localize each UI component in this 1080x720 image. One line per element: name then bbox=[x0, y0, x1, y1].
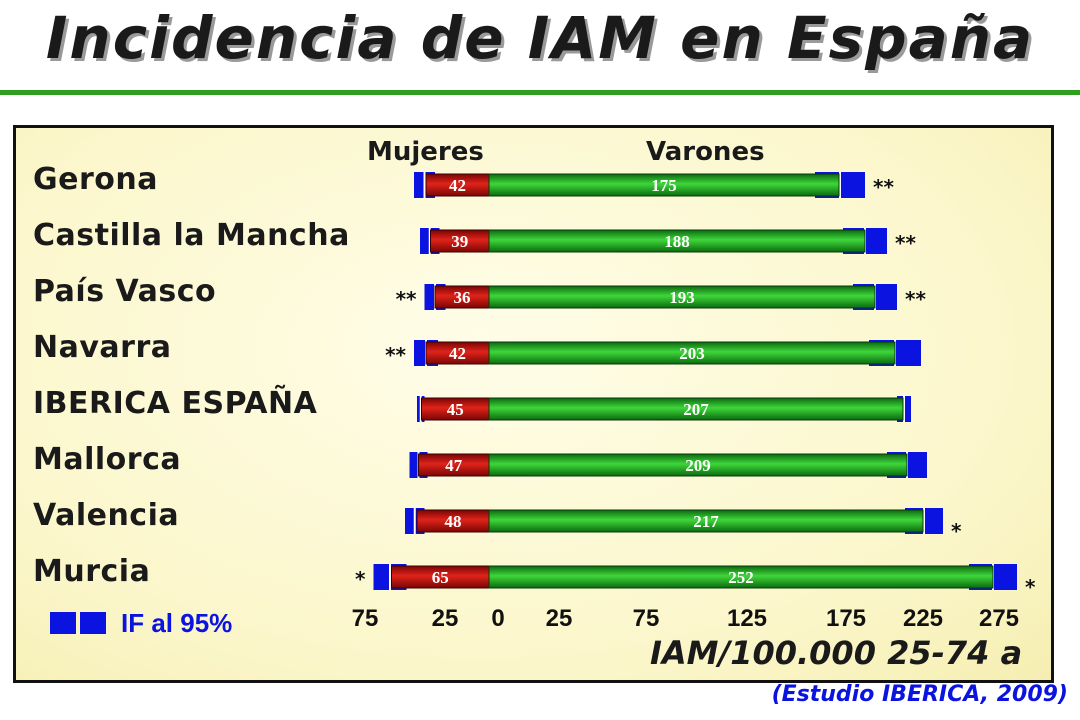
bar-varones bbox=[488, 453, 908, 477]
value-label-varones: 175 bbox=[651, 176, 677, 195]
bar-varones bbox=[488, 509, 924, 533]
value-label-mujeres: 39 bbox=[451, 232, 468, 251]
x-tick-label: 0 bbox=[491, 605, 505, 632]
x-tick-label: 75 bbox=[351, 605, 379, 632]
significance-varones: ** bbox=[905, 287, 926, 311]
legend-ci-swatch bbox=[80, 612, 106, 634]
x-tick-label: 25 bbox=[545, 605, 573, 632]
row-label-murcia: Murcia bbox=[33, 554, 151, 589]
significance-mujeres: ** bbox=[385, 343, 406, 367]
legend-ci-label: IF al 95% bbox=[121, 608, 233, 638]
value-label-mujeres: 36 bbox=[454, 288, 471, 307]
value-label-varones: 193 bbox=[669, 288, 695, 307]
x-tick-label: 275 bbox=[978, 605, 1020, 632]
value-label-mujeres: 45 bbox=[447, 400, 464, 419]
significance-varones: * bbox=[1025, 575, 1036, 599]
row-label-navarra: Navarra bbox=[33, 330, 172, 365]
x-tick-label: 225 bbox=[902, 605, 944, 632]
value-label-varones: 203 bbox=[679, 344, 705, 363]
value-label-varones: 207 bbox=[683, 400, 709, 419]
value-label-mujeres: 42 bbox=[449, 176, 466, 195]
bar-varones bbox=[488, 229, 866, 253]
value-label-mujeres: 48 bbox=[445, 512, 462, 531]
value-label-varones: 252 bbox=[728, 568, 754, 587]
significance-varones: ** bbox=[873, 175, 894, 199]
value-label-varones: 209 bbox=[685, 456, 711, 475]
bar-varones bbox=[488, 341, 896, 365]
x-tick-label: 75 bbox=[632, 605, 660, 632]
value-label-mujeres: 42 bbox=[449, 344, 466, 363]
bar-varones bbox=[488, 173, 840, 197]
significance-varones: * bbox=[951, 519, 962, 543]
significance-mujeres: ** bbox=[396, 287, 417, 311]
x-tick-label: 175 bbox=[825, 605, 867, 632]
source-citation: (Estudio IBERICA, 2009) bbox=[771, 682, 1068, 707]
x-tick-label: 125 bbox=[726, 605, 768, 632]
row-label-iberica-espana: IBERICA ESPAÑA bbox=[33, 386, 318, 421]
row-label-mallorca: Mallorca bbox=[33, 442, 182, 477]
row-label-pais-vasco: País Vasco bbox=[33, 274, 217, 309]
value-label-varones: 188 bbox=[664, 232, 690, 251]
significance-varones: ** bbox=[895, 231, 916, 255]
bar-varones bbox=[488, 285, 876, 309]
value-label-varones: 217 bbox=[693, 512, 719, 531]
row-label-valencia: Valencia bbox=[33, 498, 180, 533]
page-title: Incidencia de IAM en España bbox=[45, 4, 1035, 72]
bar-varones bbox=[488, 397, 904, 421]
significance-mujeres: * bbox=[355, 567, 366, 591]
title-divider bbox=[0, 90, 1080, 95]
x-tick-label: 25 bbox=[431, 605, 459, 632]
x-axis-label: IAM/100.000 25-74 a bbox=[650, 634, 1023, 672]
legend-ci-swatch bbox=[50, 612, 76, 634]
row-label-gerona: Gerona bbox=[33, 162, 158, 197]
column-header-varones: Varones bbox=[646, 137, 765, 167]
value-label-mujeres: 65 bbox=[432, 568, 449, 587]
bar-varones bbox=[488, 565, 994, 589]
column-header-mujeres: Mujeres bbox=[367, 137, 484, 167]
row-label-castilla-la-mancha: Castilla la Mancha bbox=[33, 218, 350, 253]
value-label-mujeres: 47 bbox=[445, 456, 463, 475]
